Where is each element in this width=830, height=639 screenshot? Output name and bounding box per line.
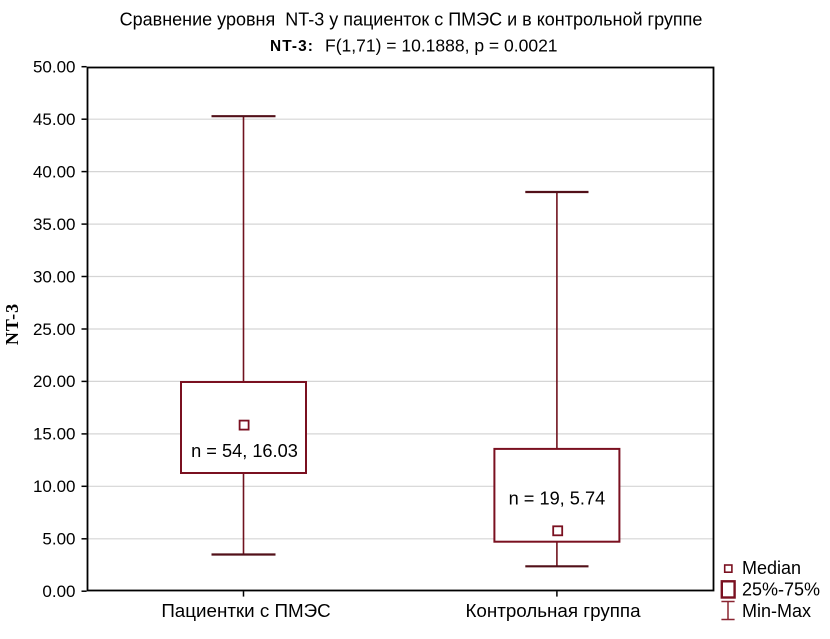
svg-text:40.00: 40.00 (33, 162, 76, 181)
svg-text:Сравнение уровня NT-3 у пацие: Сравнение уровня NT-3 у пациенток с ПМЭС… (120, 10, 703, 30)
svg-text:F(1,71) = 10.1888, p = 0.0021: F(1,71) = 10.1888, p = 0.0021 (325, 36, 558, 56)
svg-text:NT-3:: NT-3: (270, 38, 314, 55)
svg-text:5.00: 5.00 (42, 530, 75, 549)
svg-text:n = 19, 5.74: n = 19, 5.74 (509, 489, 606, 509)
svg-text:n = 54, 16.03: n = 54, 16.03 (191, 441, 298, 461)
svg-text:10.00: 10.00 (33, 477, 76, 496)
svg-text:0.00: 0.00 (42, 582, 75, 601)
svg-text:20.00: 20.00 (33, 372, 76, 391)
svg-text:NT-3: NT-3 (2, 303, 22, 345)
svg-text:Min-Max: Min-Max (742, 601, 811, 621)
svg-text:Контрольная группа: Контрольная группа (465, 600, 641, 621)
svg-text:45.00: 45.00 (33, 110, 76, 129)
svg-text:35.00: 35.00 (33, 215, 76, 234)
svg-text:25%-75%: 25%-75% (742, 579, 820, 599)
svg-text:30.00: 30.00 (33, 267, 76, 286)
svg-text:Median: Median (742, 558, 801, 578)
svg-text:25.00: 25.00 (33, 320, 76, 339)
svg-text:15.00: 15.00 (33, 425, 76, 444)
svg-text:Пациентки с ПМЭС: Пациентки с ПМЭС (161, 600, 330, 621)
svg-text:50.00: 50.00 (33, 58, 76, 77)
